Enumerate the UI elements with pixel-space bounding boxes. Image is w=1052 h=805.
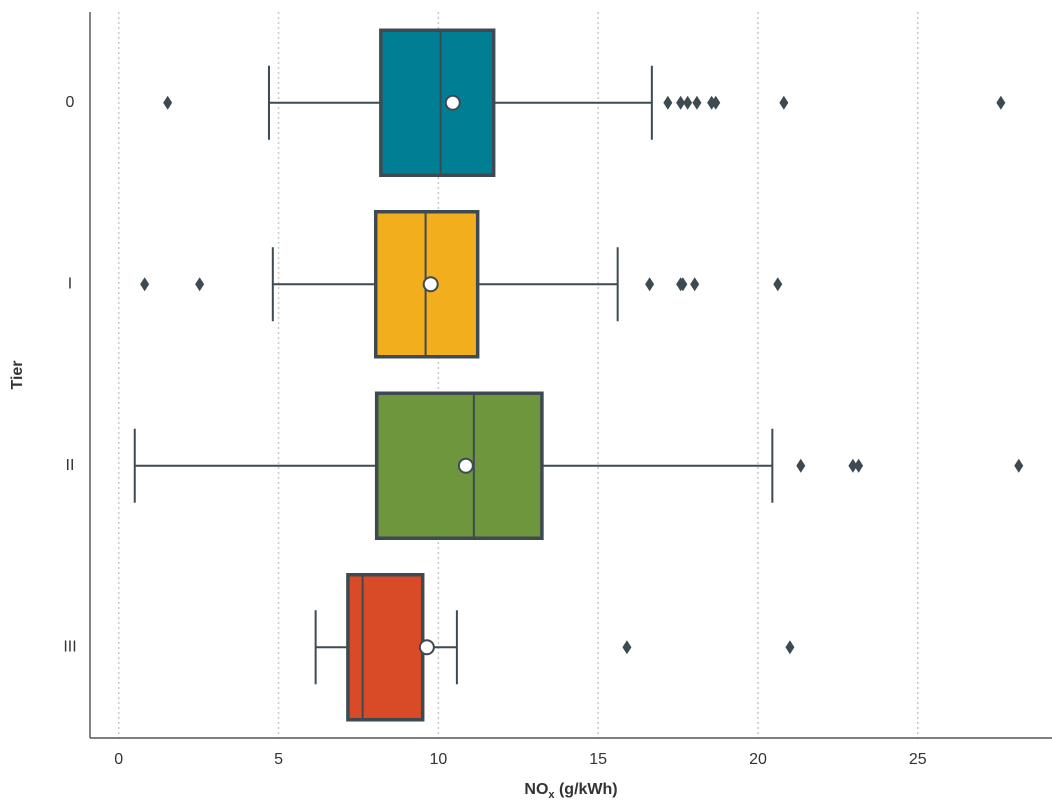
flier (163, 95, 173, 110)
x-tick-label: 25 (909, 751, 927, 768)
box (379, 28, 496, 177)
flier (678, 277, 688, 292)
x-tick-label: 20 (749, 751, 767, 768)
mean (422, 276, 439, 293)
flier (676, 95, 686, 110)
flier (690, 277, 700, 292)
x-tick-label: 0 (114, 751, 123, 768)
flier (195, 277, 205, 292)
flier (854, 458, 864, 473)
flier (622, 640, 632, 655)
flier (785, 640, 795, 655)
x-tick-label: 5 (274, 751, 283, 768)
x-axis-title-sub: x (548, 789, 555, 801)
x-axis-title-unit: (g/kWh) (555, 781, 618, 798)
mean (444, 94, 461, 111)
y-tick-label: 0 (66, 94, 75, 111)
y-axis-title: Tier (9, 360, 26, 389)
y-tick-label: I (68, 275, 72, 292)
flier (140, 277, 150, 292)
flier (711, 95, 721, 110)
flier (779, 95, 789, 110)
box (346, 573, 425, 722)
flier (645, 277, 655, 292)
flier (773, 277, 783, 292)
x-tick-label: 15 (589, 751, 607, 768)
flier (796, 458, 806, 473)
mean (418, 639, 435, 656)
flier (683, 95, 693, 110)
x-axis-title-main: NO (524, 781, 548, 798)
mean (457, 457, 474, 474)
x-axis-title: NOx (g/kWh) (524, 781, 617, 801)
flier (1014, 458, 1024, 473)
flier (848, 458, 858, 473)
x-tick-label: 10 (429, 751, 447, 768)
flier (996, 95, 1006, 110)
flier (692, 95, 702, 110)
y-tick-label: III (63, 638, 76, 655)
y-tick-label: II (66, 457, 75, 474)
flier (663, 95, 673, 110)
